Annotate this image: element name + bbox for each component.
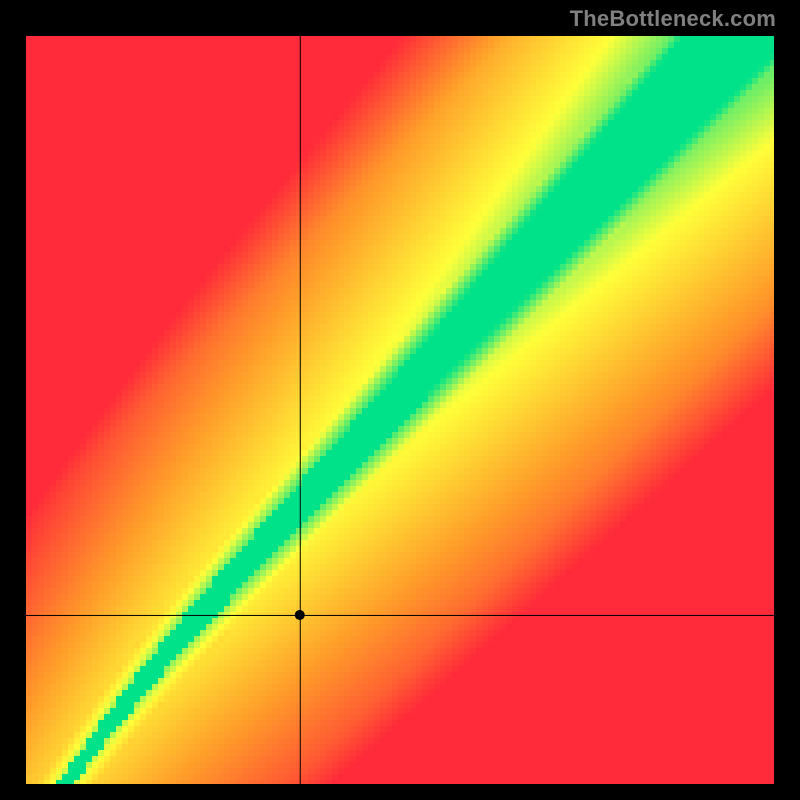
watermark-text: TheBottleneck.com xyxy=(570,6,776,32)
bottleneck-heatmap xyxy=(26,36,774,784)
